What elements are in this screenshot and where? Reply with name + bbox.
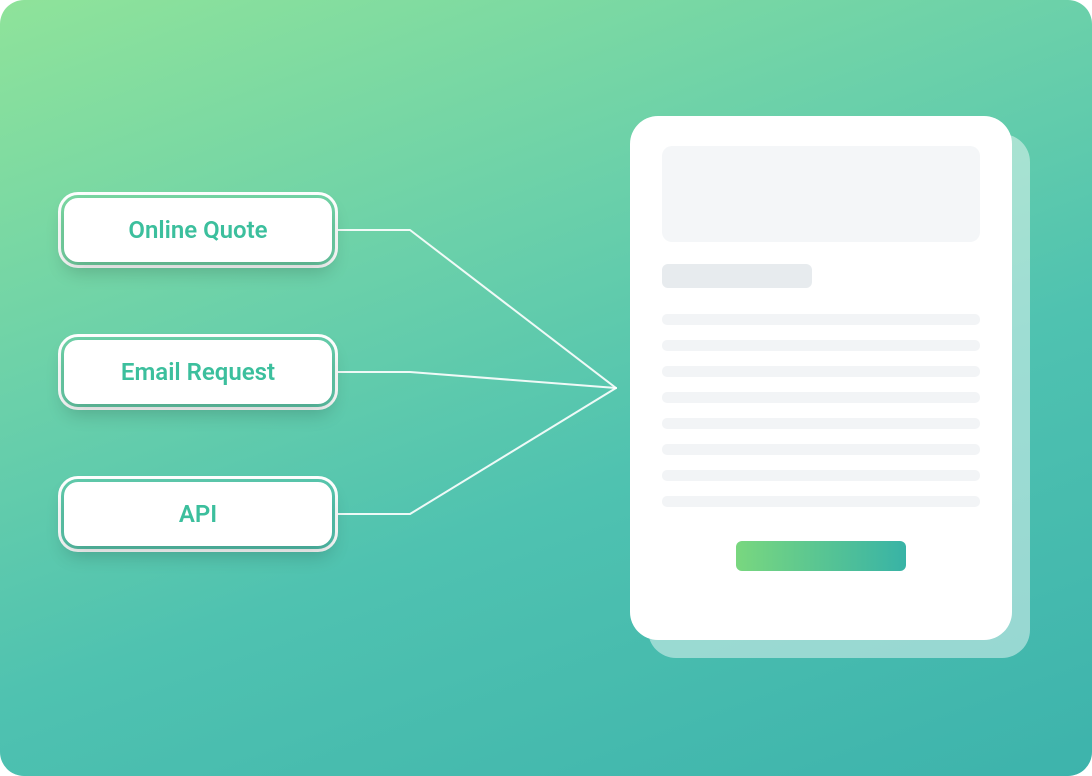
document-text-line — [662, 314, 980, 325]
source-pill-email-request[interactable]: Email Request — [64, 340, 332, 404]
document-card — [630, 116, 1012, 640]
document-text-line — [662, 340, 980, 351]
source-pill-label-online-quote: Online Quote — [128, 216, 267, 244]
document-body-lines — [662, 314, 980, 507]
source-pill-label-api: API — [179, 500, 217, 528]
document-text-line — [662, 444, 980, 455]
document-text-line — [662, 366, 980, 377]
document-cta-button[interactable] — [736, 541, 906, 571]
source-pill-api[interactable]: API — [64, 482, 332, 546]
document-tag-placeholder — [662, 264, 812, 288]
document-text-line — [662, 496, 980, 507]
document-header-placeholder — [662, 146, 980, 242]
diagram-canvas: Online Quote Email Request API — [0, 0, 1092, 776]
document-text-line — [662, 418, 980, 429]
source-pill-online-quote[interactable]: Online Quote — [64, 198, 332, 262]
document-text-line — [662, 392, 980, 403]
source-pill-label-email-request: Email Request — [121, 358, 275, 386]
document-text-line — [662, 470, 980, 481]
